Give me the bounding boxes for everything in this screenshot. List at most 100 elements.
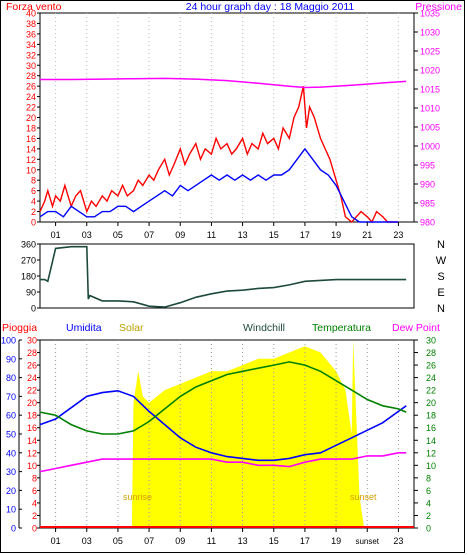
x-tick-label: 17 xyxy=(300,230,310,240)
temp-left-tick-label: 26 xyxy=(27,361,37,371)
humidity-tick-label: 20 xyxy=(6,486,16,496)
y-left-tick-label: 14 xyxy=(26,144,36,154)
plot-area-wind-pressure xyxy=(39,12,415,223)
series-line-media-vento xyxy=(39,147,399,223)
legend-umidita: Umidita xyxy=(66,322,102,334)
y-right-tick-label: 1020 xyxy=(420,66,440,76)
y-right-tick-label: 1015 xyxy=(420,85,440,95)
y-left-tick-label: 6 xyxy=(31,186,36,196)
sunrise-label: sunrise xyxy=(123,492,152,502)
temp-left-tick-label: 2 xyxy=(32,511,37,521)
temp-left-tick-label: 24 xyxy=(27,373,37,383)
x-tick-label: 05 xyxy=(113,536,123,546)
x-tick-label: 21 xyxy=(362,230,372,240)
temp-right-tick-label: 30 xyxy=(426,336,436,346)
x-tick-label: 17 xyxy=(300,536,310,546)
y-left-tick-label: 2 xyxy=(31,207,36,217)
temp-left-tick-label: 10 xyxy=(27,461,37,471)
temp-left-tick-label: 22 xyxy=(27,386,37,396)
graph-title: 24 hour graph day : 18 Maggio 2011 xyxy=(186,1,355,13)
temp-right-tick-label: 16 xyxy=(426,423,436,433)
legend-solar: Solar xyxy=(119,322,144,334)
legend-pressione: Pressione xyxy=(415,1,462,13)
y-left-tick-label: 32 xyxy=(26,50,36,60)
humidity-tick-label: 80 xyxy=(6,373,16,383)
sunset-label: sunset xyxy=(350,492,377,502)
humidity-tick-label: 40 xyxy=(6,448,16,458)
x-tick-label: 05 xyxy=(113,230,123,240)
temp-left-tick-label: 20 xyxy=(27,398,37,408)
temp-left-tick-label: 6 xyxy=(32,486,37,496)
temp-right-tick-label: 20 xyxy=(426,398,436,408)
humidity-tick-label: 90 xyxy=(6,354,16,364)
y-right-tick-label: 980 xyxy=(420,218,435,228)
temp-right-tick-label: 10 xyxy=(426,461,436,471)
x-tick-label: 15 xyxy=(269,536,279,546)
direction-tick-label: 360 xyxy=(21,240,36,250)
temp-right-tick-label: 2 xyxy=(426,511,431,521)
y-left-tick-label: 28 xyxy=(26,71,36,81)
legend-windchill: Windchill xyxy=(243,322,285,334)
series-line-forza-vento xyxy=(39,86,399,224)
x-tick-label: 11 xyxy=(207,230,216,240)
x-tick-label: 09 xyxy=(175,536,185,546)
series-line-umidita xyxy=(39,389,407,462)
direction-tick-label: 0 xyxy=(31,304,36,314)
x-tick-label: 11 xyxy=(207,536,216,546)
series-line-dew-point xyxy=(39,451,407,473)
temp-right-tick-label: 14 xyxy=(426,436,436,446)
y-left-tick-label: 12 xyxy=(26,155,36,165)
humidity-tick-label: 30 xyxy=(6,467,16,477)
y-right-tick-label: 985 xyxy=(420,199,435,209)
y-right-tick-label: 990 xyxy=(420,180,435,190)
y-right-tick-label: 1025 xyxy=(420,47,440,57)
y-left-tick-label: 34 xyxy=(26,40,36,50)
x-tick-label: 01 xyxy=(51,536,61,546)
x-tick-label: 13 xyxy=(238,230,248,240)
temp-right-tick-label: 8 xyxy=(426,473,431,483)
temp-left-tick-label: 8 xyxy=(32,473,37,483)
x-tick-label: sunset xyxy=(355,537,379,546)
legend-forza-vento: Forza vento xyxy=(6,1,62,13)
y-right-tick-label: 1000 xyxy=(420,142,440,152)
y-right-tick-label: 1030 xyxy=(420,28,440,38)
y-left-tick-label: 8 xyxy=(31,176,36,186)
temp-right-tick-label: 0 xyxy=(426,524,431,534)
compass-label: N xyxy=(437,239,445,251)
temp-left-tick-label: 14 xyxy=(27,436,37,446)
x-tick-label: 07 xyxy=(144,230,154,240)
y-left-tick-label: 18 xyxy=(26,123,36,133)
temp-left-tick-label: 0 xyxy=(32,524,37,534)
y-left-tick-label: 38 xyxy=(26,19,36,29)
humidity-tick-label: 70 xyxy=(6,392,16,402)
direction-tick-label: 270 xyxy=(21,256,36,266)
x-tick-label: 13 xyxy=(238,536,248,546)
compass-label: N xyxy=(437,303,445,315)
legend-pioggia: Pioggia xyxy=(2,322,37,334)
temp-left-tick-label: 4 xyxy=(32,498,37,508)
compass-label: W xyxy=(436,255,447,267)
temp-left-tick-label: 16 xyxy=(27,423,37,433)
temp-right-tick-label: 18 xyxy=(426,411,436,421)
y-left-tick-label: 10 xyxy=(26,165,36,175)
y-right-tick-label: 995 xyxy=(420,161,435,171)
y-right-tick-label: 1005 xyxy=(420,123,440,133)
y-left-tick-label: 16 xyxy=(26,134,36,144)
temp-left-tick-label: 28 xyxy=(27,348,37,358)
legend-dew-point: Dew Point xyxy=(392,322,440,334)
y-left-tick-label: 4 xyxy=(31,197,36,207)
humidity-tick-label: 100 xyxy=(1,336,16,346)
compass-label: E xyxy=(437,287,444,299)
y-right-tick-label: 1010 xyxy=(420,104,440,114)
x-tick-label: 07 xyxy=(144,536,154,546)
x-tick-label: 23 xyxy=(393,536,403,546)
temp-right-tick-label: 26 xyxy=(426,361,436,371)
x-tick-label: 03 xyxy=(82,230,92,240)
temp-right-tick-label: 28 xyxy=(426,348,436,358)
temp-right-tick-label: 4 xyxy=(426,498,431,508)
y-left-tick-label: 0 xyxy=(31,218,36,228)
y-left-tick-label: 22 xyxy=(26,103,36,113)
y-left-tick-label: 24 xyxy=(26,92,36,102)
x-tick-label: 23 xyxy=(393,230,403,240)
y-left-tick-label: 30 xyxy=(26,61,36,71)
